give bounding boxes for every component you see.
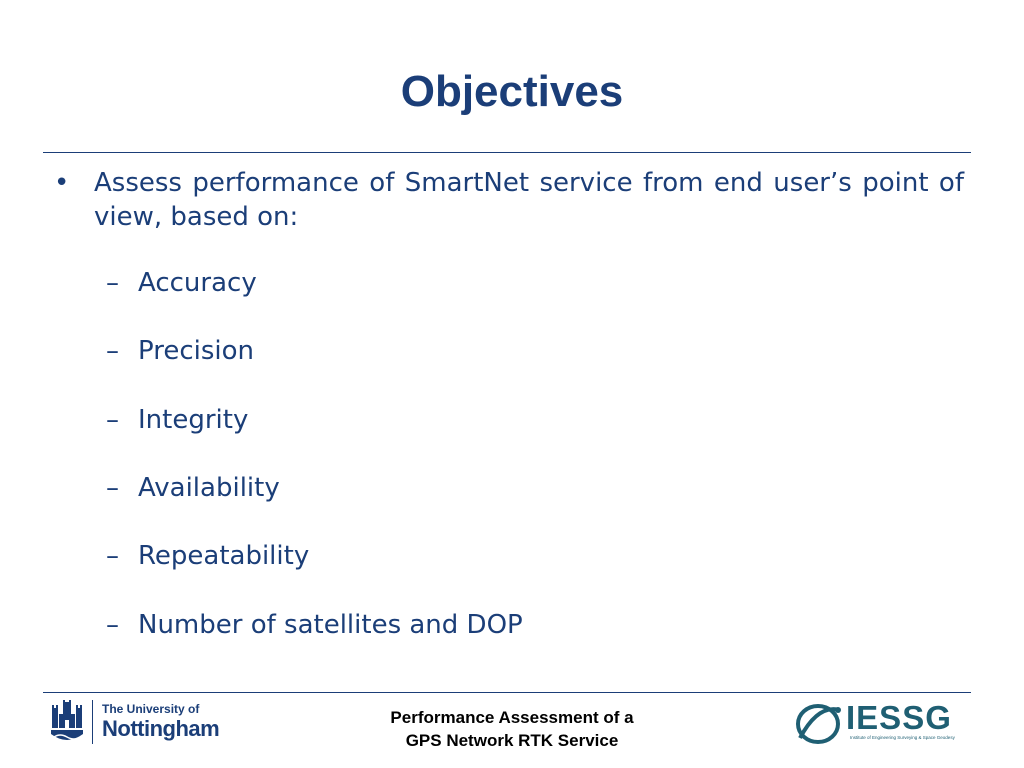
university-logo: The University of Nottingham [50,698,225,748]
bullet-item: • Assess performance of SmartNet service… [54,166,964,234]
sub-item-label: Number of satellites and DOP [138,610,523,640]
sub-item: – Availability [106,471,280,505]
sub-item-label: Integrity [138,405,249,435]
sub-item: – Precision [106,334,254,368]
sub-item-label: Accuracy [138,268,257,298]
bullet-text: Assess performance of SmartNet service f… [94,168,964,232]
globe-swoosh-icon [796,704,841,744]
sub-item-label: Repeatability [138,541,310,571]
sub-dash: – [106,473,119,503]
university-name-line1: The University of [102,702,200,716]
sub-dash: – [106,268,119,298]
iessg-tagline: Institute of Engineering Surveying & Spa… [850,735,955,740]
sub-item: – Repeatability [106,539,309,573]
crest-icon [51,700,83,740]
sub-item-label: Availability [138,473,280,503]
sub-item: – Number of satellites and DOP [106,608,523,642]
sub-item: – Integrity [106,403,248,437]
sub-dash: – [106,541,119,571]
sub-dash: – [106,405,119,435]
slide-title: Objectives [400,67,624,116]
sub-dash: – [106,336,119,366]
sub-item-label: Precision [138,336,255,366]
bullet-symbol: • [54,168,70,198]
iessg-wordmark: IESSG [846,699,952,736]
logo-divider [92,700,93,744]
iessg-logo: IESSG Institute of Engineering Surveying… [794,699,970,748]
university-name-line2: Nottingham [102,716,220,741]
sub-item: – Accuracy [106,266,257,300]
title-divider [43,152,971,153]
footer-line2: GPS Network RTK Service [405,731,619,750]
sub-dash: – [106,610,119,640]
footer-line1: Performance Assessment of a [390,708,634,727]
footer-caption: Performance Assessment of a GPS Network … [352,706,672,752]
footer-divider [43,692,971,693]
